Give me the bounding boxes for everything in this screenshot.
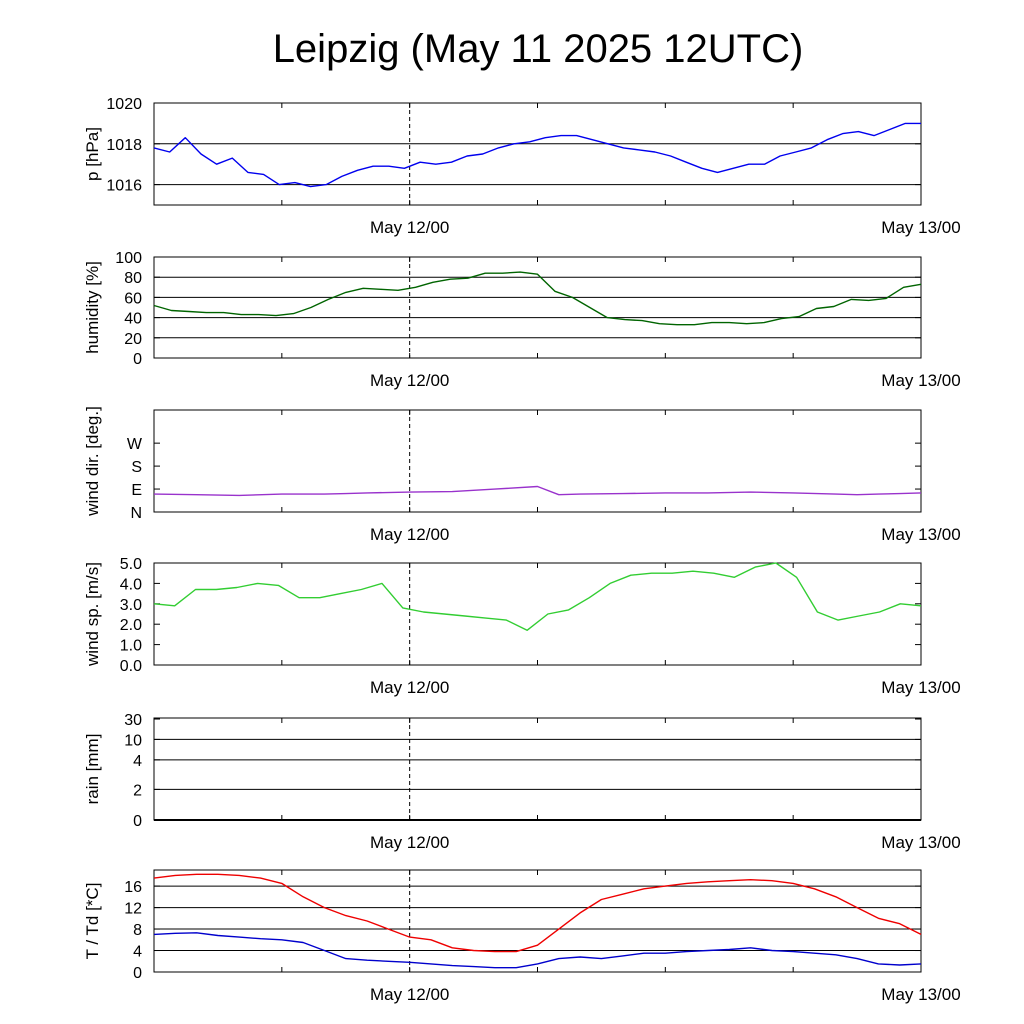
ytick-label-wind_speed-5: 5.0 xyxy=(120,556,142,573)
ytick-label-humidity-0: 0 xyxy=(133,351,142,368)
ytick-label-humidity-4: 80 xyxy=(124,270,142,287)
frame-humidity xyxy=(153,256,922,359)
ytick-label-wind_dir-2: S xyxy=(131,459,142,476)
ylabel-temperature: T / Td [*C] xyxy=(83,883,102,960)
xtick-label-humidity-0: May 12/00 xyxy=(370,371,449,390)
ytick-label-temperature-4: 16 xyxy=(124,879,142,896)
ytick-label-wind_dir-3: W xyxy=(127,436,143,453)
panel-wind_speed: 0.0 1.0 2.0 3.0 4.0 5.0 wind sp. [m/s] May 12/0… xyxy=(83,556,961,697)
xtick-label-wind_dir-1: May 13/00 xyxy=(881,525,960,544)
xtick-label-rain-0: May 12/00 xyxy=(370,833,449,852)
ytick-label-rain-1: 2 xyxy=(133,782,142,799)
xtick-label-wind_speed-0: May 12/00 xyxy=(370,678,449,697)
ytick-label-pressure-0: 1016 xyxy=(106,178,142,195)
xtick-label-humidity-1: May 13/00 xyxy=(881,371,960,390)
ytick-label-wind_speed-1: 1.0 xyxy=(120,638,142,655)
xtick-label-rain-1: May 13/00 xyxy=(881,833,960,852)
frame-pressure xyxy=(153,102,922,206)
ytick-label-rain-4: 30 xyxy=(124,712,142,729)
series-line-humidity-0 xyxy=(153,271,922,326)
ytick-label-wind_speed-3: 3.0 xyxy=(120,597,142,614)
ytick-label-wind_dir-0: N xyxy=(130,505,142,522)
ytick-label-temperature-3: 12 xyxy=(124,901,142,918)
ytick-label-temperature-0: 0 xyxy=(133,965,142,982)
series-line-temperature-0 xyxy=(153,873,922,953)
ytick-label-pressure-1: 1018 xyxy=(106,137,142,154)
panel-humidity: 0 20 40 60 80 100 humidity [%] May 12/00 May 13/… xyxy=(83,250,961,390)
series-line-temperature-1 xyxy=(153,932,922,969)
xtick-label-wind_speed-1: May 13/00 xyxy=(881,678,960,697)
frame-wind_speed xyxy=(153,562,922,666)
ytick-label-temperature-1: 4 xyxy=(133,944,142,961)
panel-temperature: 0 4 8 12 16 T / Td [*C] May 12/00 May 13/00 xyxy=(83,869,961,1004)
ylabel-pressure: p [hPa] xyxy=(83,127,102,181)
ylabel-rain: rain [mm] xyxy=(83,734,102,805)
ytick-label-wind_speed-4: 4.0 xyxy=(120,576,142,593)
ytick-label-rain-3: 10 xyxy=(124,732,142,749)
ytick-label-pressure-2: 1020 xyxy=(106,96,142,113)
ytick-label-wind_speed-2: 2.0 xyxy=(120,617,142,634)
ytick-label-wind_speed-0: 0.0 xyxy=(120,658,142,675)
ytick-label-humidity-5: 100 xyxy=(115,250,142,267)
frame-temperature xyxy=(153,869,922,973)
ylabel-wind_speed: wind sp. [m/s] xyxy=(83,562,102,667)
chart-title: Leipzig (May 11 2025 12UTC) xyxy=(273,27,804,71)
ytick-label-rain-2: 4 xyxy=(133,753,142,770)
ylabel-wind_dir: wind dir. [deg.] xyxy=(83,406,102,517)
panel-rain: 0 2 4 10 30 rain [mm] May 12/00 May 13/00 xyxy=(83,712,961,852)
series-line-wind_dir-0 xyxy=(153,485,922,497)
xtick-label-temperature-1: May 13/00 xyxy=(881,985,960,1004)
series-line-wind_speed-0 xyxy=(153,562,922,631)
ytick-label-temperature-2: 8 xyxy=(133,922,142,939)
ytick-label-humidity-2: 40 xyxy=(124,311,142,328)
frame-wind_dir xyxy=(153,409,922,513)
xtick-label-pressure-0: May 12/00 xyxy=(370,218,449,237)
ytick-label-humidity-1: 20 xyxy=(124,331,142,348)
xtick-label-temperature-0: May 12/00 xyxy=(370,985,449,1004)
ylabel-humidity: humidity [%] xyxy=(83,261,102,354)
ytick-label-rain-0: 0 xyxy=(133,813,142,830)
ytick-label-humidity-3: 60 xyxy=(124,290,142,307)
xtick-label-pressure-1: May 13/00 xyxy=(881,218,960,237)
frame-rain xyxy=(153,717,922,821)
series-line-pressure-0 xyxy=(153,122,921,188)
xtick-label-wind_dir-0: May 12/00 xyxy=(370,525,449,544)
ytick-label-wind_dir-1: E xyxy=(131,482,142,499)
